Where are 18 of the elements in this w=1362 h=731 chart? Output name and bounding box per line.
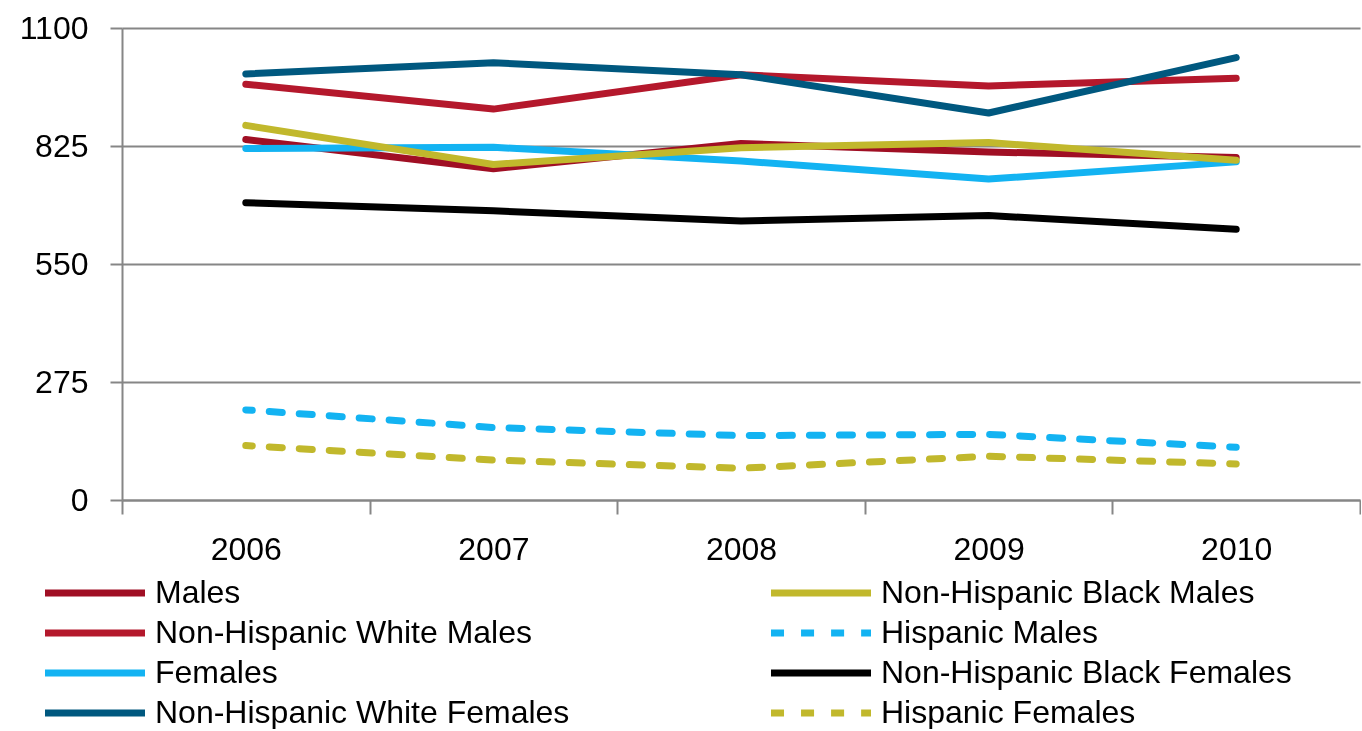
x-tick-label: 2007 bbox=[458, 530, 530, 567]
legend-label: Females bbox=[155, 654, 278, 690]
y-tick-label: 825 bbox=[35, 127, 89, 164]
x-tick-label: 2008 bbox=[705, 530, 778, 567]
y-tick-label: 550 bbox=[35, 245, 89, 282]
legend-label: Males bbox=[155, 574, 241, 610]
x-tick-label: 2009 bbox=[953, 530, 1025, 567]
x-tick-label: 2006 bbox=[210, 530, 282, 567]
legend-label: Hispanic Males bbox=[881, 614, 1098, 650]
legend-label: Non-Hispanic Black Females bbox=[881, 654, 1292, 690]
y-tick-label: 1100 bbox=[19, 9, 89, 46]
y-tick-label: 275 bbox=[35, 363, 89, 400]
y-tick-label: 0 bbox=[70, 481, 89, 518]
legend-label: Non-Hispanic White Males bbox=[155, 614, 533, 650]
x-tick-label: 2010 bbox=[1201, 530, 1273, 567]
legend-label: Hispanic Females bbox=[881, 694, 1136, 730]
legend-label: Non-Hispanic Black Males bbox=[881, 574, 1255, 610]
legend-label: Non-Hispanic White Females bbox=[155, 694, 570, 730]
